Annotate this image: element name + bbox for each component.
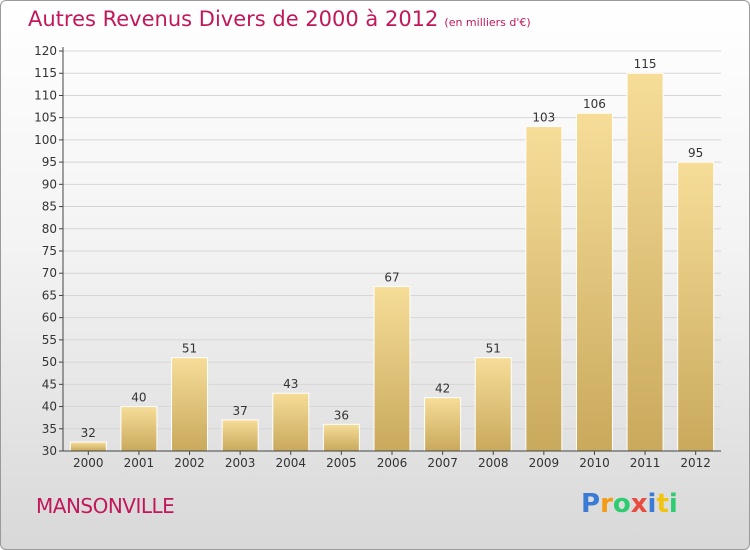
bar-2003: [221, 419, 259, 452]
y-tick-label: 70: [42, 266, 57, 280]
x-tick-label-2002: 2002: [174, 456, 205, 470]
value-label-2001: 40: [131, 391, 146, 405]
value-label-2003: 37: [233, 404, 248, 418]
bar-2011: [626, 72, 664, 452]
x-tick-label-2000: 2000: [73, 456, 104, 470]
bar-2008: [474, 357, 512, 452]
bar-2007: [424, 397, 462, 452]
x-tick-label-2007: 2007: [427, 456, 458, 470]
y-tick-label: 35: [42, 422, 57, 436]
y-tick-label: 100: [34, 133, 57, 147]
bar-2000: [69, 441, 107, 452]
bar-2009: [525, 126, 563, 452]
bar-2001: [120, 406, 158, 452]
x-tick-label-2012: 2012: [680, 456, 711, 470]
bars: [69, 72, 715, 452]
value-label-2009: 103: [532, 111, 555, 125]
y-tick-label: 105: [34, 111, 57, 125]
value-labels: 32 40 51 37 43 36 67 42 51 103 106 115 95: [81, 57, 704, 440]
value-label-2008: 51: [486, 342, 501, 356]
x-tick-label-2006: 2006: [377, 456, 408, 470]
y-tick-label: 75: [42, 244, 57, 258]
value-label-2011: 115: [634, 57, 657, 71]
y-tick-label: 50: [42, 355, 57, 369]
logo-letter: i: [668, 489, 678, 519]
x-tick-label-2009: 2009: [529, 456, 560, 470]
bar-2012: [677, 161, 715, 452]
logo-letter: x: [630, 489, 648, 519]
y-tick-label: 95: [42, 155, 57, 169]
value-label-2004: 43: [283, 377, 298, 391]
bar-2006: [373, 286, 411, 452]
y-tick-label: 40: [42, 400, 57, 414]
bar-2004: [272, 392, 310, 452]
logo-letter: P: [581, 489, 601, 519]
x-tick-label-2005: 2005: [326, 456, 357, 470]
value-label-2007: 42: [435, 382, 450, 396]
axes: 30 35 40 45 50 55 60 65 70 75 80 85 90 95 100 105 110 115…: [34, 44, 721, 470]
chart-title-text: Autres Revenus Divers de 2000 à 2012: [28, 7, 439, 31]
value-label-2010: 106: [583, 97, 606, 111]
y-tick-label: 115: [34, 66, 57, 80]
logo-letter: t: [656, 489, 669, 519]
logo-letter: i: [647, 489, 657, 519]
value-label-2006: 67: [384, 271, 399, 285]
bar-2010: [575, 112, 613, 452]
y-tick-label: 110: [34, 88, 57, 102]
y-tick-label: 90: [42, 177, 57, 191]
x-tick-label-2001: 2001: [124, 456, 155, 470]
y-tick-label: 55: [42, 333, 57, 347]
y-tick-label: 30: [42, 444, 57, 458]
x-tick-label-2010: 2010: [579, 456, 610, 470]
value-label-2000: 32: [81, 426, 96, 440]
logo-letter: o: [612, 489, 631, 519]
bar-2005: [322, 423, 360, 452]
value-label-2005: 36: [334, 408, 349, 422]
y-tick-label: 120: [34, 44, 57, 58]
y-tick-label: 65: [42, 288, 57, 302]
y-tick-label: 45: [42, 377, 57, 391]
x-tick-label-2004: 2004: [275, 456, 306, 470]
y-tick-label: 60: [42, 311, 57, 325]
chart-subtitle: (en milliers d'€): [444, 16, 531, 29]
x-tick-label-2003: 2003: [225, 456, 256, 470]
logo-letter: r: [600, 489, 613, 519]
x-tick-label-2011: 2011: [630, 456, 661, 470]
y-tick-label: 85: [42, 200, 57, 214]
x-tick-label-2008: 2008: [478, 456, 509, 470]
chart-title: Autres Revenus Divers de 2000 à 2012 (en …: [28, 7, 531, 31]
value-label-2012: 95: [688, 146, 703, 160]
y-tick-label: 80: [42, 222, 57, 236]
location-name: MANSONVILLE: [36, 494, 175, 518]
proxiti-logo[interactable]: Proxiti: [581, 489, 678, 519]
value-label-2002: 51: [182, 342, 197, 356]
bar-2002: [171, 357, 209, 452]
